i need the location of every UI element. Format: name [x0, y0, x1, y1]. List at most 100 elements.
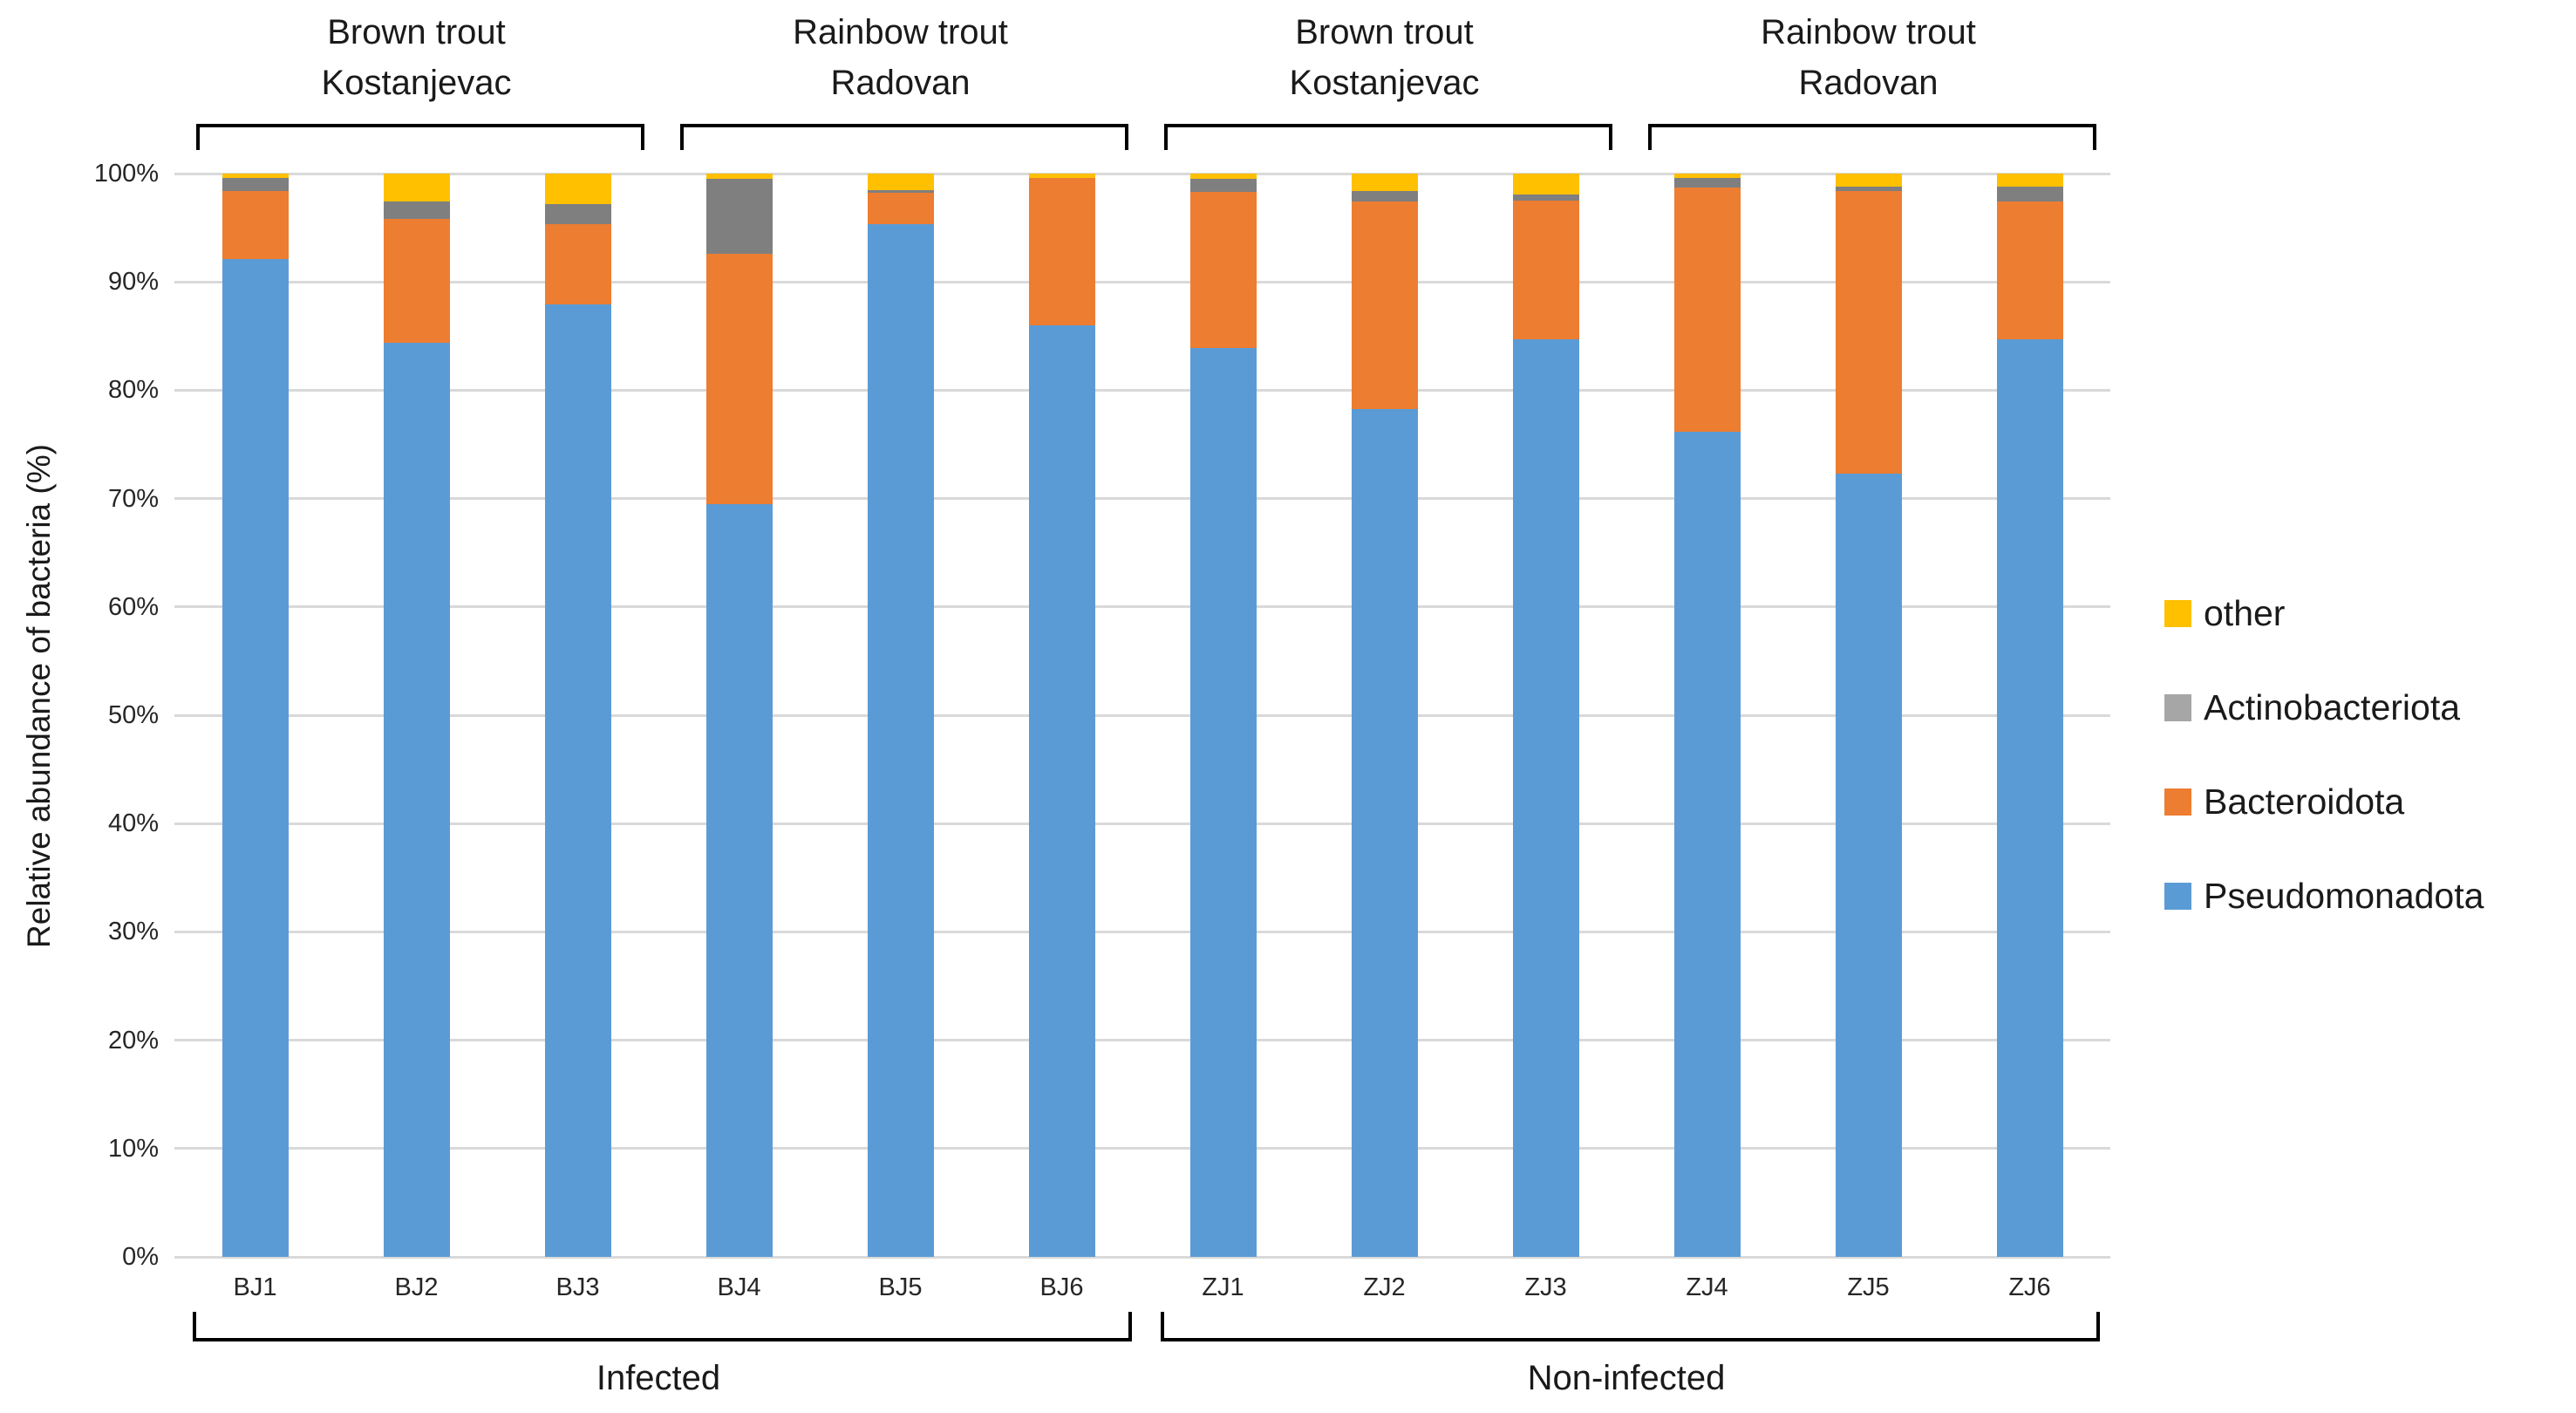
y-tick-label-50%: 50% [107, 701, 159, 729]
top-bracket-1 [195, 124, 644, 150]
bar-segment-BJ4-Actinobacteriota [705, 179, 773, 254]
gridline-20 [174, 1039, 2110, 1042]
x-tick-label-BJ6: BJ6 [1039, 1273, 1084, 1301]
bar-ZJ6 [1996, 174, 2063, 1257]
bar-segment-BJ2-Bacteroidota [383, 219, 450, 343]
bar-segment-BJ6-other [1028, 174, 1095, 178]
bar-segment-BJ2-Actinobacteriota [383, 201, 450, 220]
legend-item-Bacteroidota: Bacteroidota [2164, 781, 2484, 822]
y-tick-label-0%: 0% [122, 1243, 159, 1271]
x-tick-label-BJ5: BJ5 [878, 1273, 923, 1301]
bar-segment-ZJ4-Bacteroidota [1673, 188, 1741, 432]
bar-segment-BJ6-Pseudomonadota [1028, 324, 1095, 1257]
bar-segment-ZJ3-other [1512, 174, 1579, 195]
x-tick-label-BJ4: BJ4 [717, 1273, 761, 1301]
gridline-70 [174, 497, 2110, 501]
gridline-60 [174, 605, 2110, 609]
x-tick-label-BJ3: BJ3 [555, 1273, 600, 1301]
bar-segment-ZJ4-Pseudomonadota [1673, 431, 1741, 1257]
bar-BJ5 [867, 174, 934, 1257]
group-header-line2: Kostanjevac [1289, 64, 1480, 102]
bar-segment-ZJ5-Pseudomonadota [1835, 474, 1902, 1257]
bar-segment-ZJ2-other [1351, 174, 1418, 191]
bar-segment-BJ2-other [383, 174, 450, 202]
x-tick-label-ZJ6: ZJ6 [2008, 1273, 2051, 1301]
legend-swatch-Bacteroidota [2164, 788, 2191, 816]
group-header-line1: Brown trout [327, 13, 506, 51]
bar-segment-ZJ4-Actinobacteriota [1673, 178, 1741, 188]
bar-segment-ZJ3-Actinobacteriota [1512, 194, 1579, 201]
x-tick-label-ZJ1: ZJ1 [1202, 1273, 1244, 1301]
bar-segment-BJ3-other [544, 174, 611, 204]
bar-segment-BJ1-Actinobacteriota [221, 178, 289, 191]
bottom-group-label-Infected: Infected [596, 1359, 721, 1397]
x-tick-label-ZJ5: ZJ5 [1847, 1273, 1890, 1301]
x-tick-label-BJ2: BJ2 [394, 1273, 439, 1301]
legend-item-Actinobacteriota: Actinobacteriota [2164, 686, 2484, 727]
group-header-line1: Rainbow trout [1761, 13, 1976, 51]
bar-segment-BJ2-Pseudomonadota [383, 342, 450, 1257]
bottom-group-label-Non-infected: Non-infected [1527, 1359, 1726, 1397]
legend-item-Pseudomonadota: Pseudomonadota [2164, 876, 2484, 916]
bar-segment-BJ3-Bacteroidota [544, 224, 611, 305]
bar-segment-BJ1-Pseudomonadota [221, 259, 289, 1257]
y-tick-label-80%: 80% [107, 376, 159, 405]
legend-label-Bacteroidota: Bacteroidota [2204, 781, 2405, 822]
x-tick-label-BJ1: BJ1 [233, 1273, 277, 1301]
x-tick-label-ZJ4: ZJ4 [1686, 1273, 1728, 1301]
bar-segment-ZJ4-other [1673, 174, 1741, 178]
gridline-80 [174, 388, 2110, 392]
legend-swatch-other [2164, 599, 2191, 627]
bar-segment-ZJ3-Pseudomonadota [1512, 339, 1579, 1257]
x-tick-label-ZJ3: ZJ3 [1524, 1273, 1567, 1301]
gridline-0 [174, 1255, 2110, 1259]
bar-segment-BJ4-Bacteroidota [705, 253, 773, 504]
bar-segment-ZJ1-Pseudomonadota [1189, 347, 1257, 1257]
top-bracket-4 [1647, 124, 2096, 150]
bar-BJ1 [221, 174, 289, 1257]
legend-label-other: other [2204, 592, 2286, 633]
bar-segment-BJ5-Pseudomonadota [867, 224, 934, 1257]
bar-segment-ZJ5-Actinobacteriota [1835, 186, 1902, 191]
bar-segment-ZJ2-Pseudomonadota [1351, 408, 1418, 1257]
y-tick-label-40%: 40% [107, 809, 159, 838]
plot-area [174, 172, 2110, 1259]
gridline-90 [174, 280, 2110, 283]
bar-BJ2 [383, 174, 450, 1257]
bar-BJ4 [705, 174, 773, 1257]
gridline-100 [174, 172, 2110, 175]
gridline-10 [174, 1147, 2110, 1150]
bar-segment-BJ4-other [705, 174, 773, 180]
bottom-bracket-Infected [192, 1312, 1132, 1341]
bar-segment-ZJ1-other [1189, 174, 1257, 180]
bar-BJ6 [1028, 174, 1095, 1257]
bar-segment-ZJ6-Pseudomonadota [1996, 339, 2063, 1257]
bar-ZJ2 [1351, 174, 1418, 1257]
bar-segment-BJ5-Bacteroidota [867, 193, 934, 225]
x-tick-label-ZJ2: ZJ2 [1363, 1273, 1406, 1301]
legend-label-Actinobacteriota: Actinobacteriota [2204, 686, 2461, 727]
y-tick-label-70%: 70% [107, 484, 159, 513]
top-bracket-3 [1163, 124, 1612, 150]
bar-segment-ZJ1-Actinobacteriota [1189, 179, 1257, 193]
bar-ZJ5 [1835, 174, 1902, 1257]
legend-swatch-Actinobacteriota [2164, 693, 2191, 721]
bar-segment-ZJ3-Bacteroidota [1512, 201, 1579, 340]
y-tick-label-10%: 10% [107, 1134, 159, 1163]
bar-ZJ4 [1673, 174, 1741, 1257]
bar-segment-ZJ2-Bacteroidota [1351, 201, 1418, 409]
y-tick-label-30%: 30% [107, 918, 159, 946]
bar-segment-ZJ2-Actinobacteriota [1351, 190, 1418, 202]
group-header-line2: Kostanjevac [321, 64, 512, 102]
y-tick-label-60%: 60% [107, 592, 159, 621]
y-tick-label-90%: 90% [107, 268, 159, 297]
legend-item-other: other [2164, 592, 2484, 633]
legend: other Actinobacteriota Bacteroidota Pseudom… [2164, 592, 2484, 972]
group-header-line2: Radovan [1798, 64, 1939, 102]
bar-segment-BJ5-Actinobacteriota [867, 189, 934, 194]
gridline-50 [174, 713, 2110, 717]
bar-segment-BJ3-Actinobacteriota [544, 203, 611, 225]
bar-segment-BJ6-Bacteroidota [1028, 177, 1095, 325]
bar-segment-BJ5-other [867, 174, 934, 190]
bar-segment-ZJ6-other [1996, 174, 2063, 187]
